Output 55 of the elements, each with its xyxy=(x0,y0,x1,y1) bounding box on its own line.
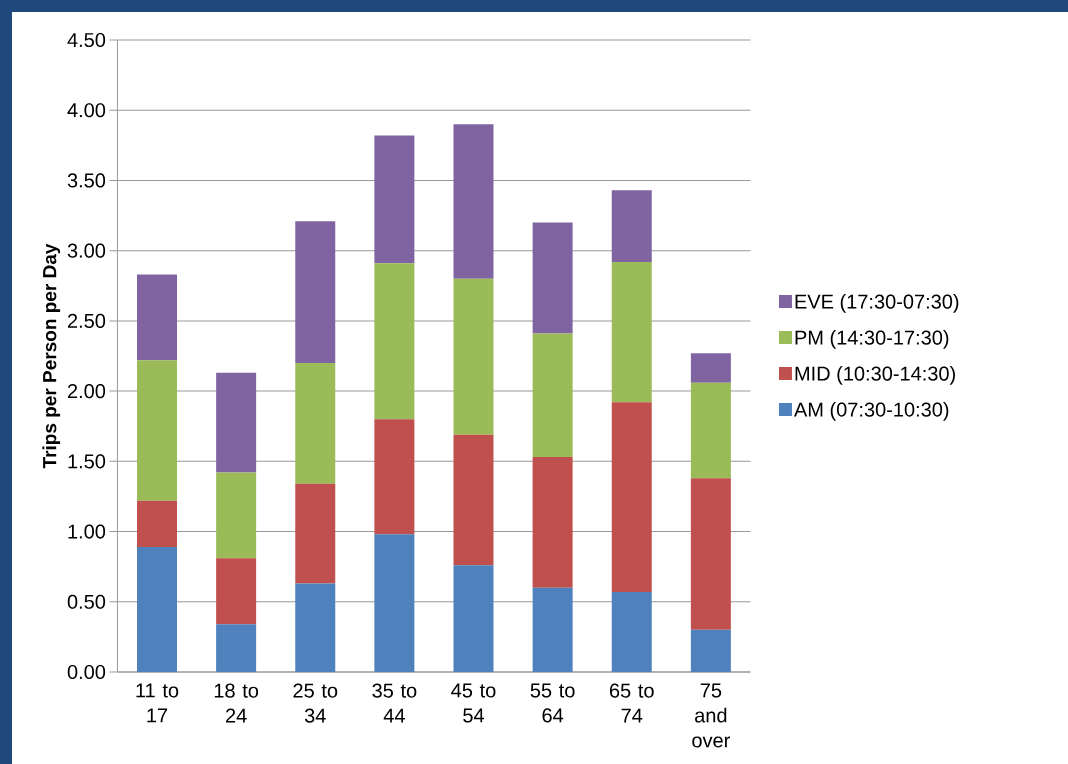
bar xyxy=(532,587,573,672)
bar xyxy=(374,263,415,420)
x-tick-label: 18 to 24 xyxy=(214,683,259,723)
y-tick-label: 4.00 xyxy=(67,103,106,118)
y-tick-label: 2.50 xyxy=(67,313,106,328)
bar xyxy=(295,483,336,584)
bar xyxy=(137,360,177,501)
y-tick-label: 0.50 xyxy=(67,594,106,609)
bar xyxy=(532,222,573,334)
legend-label: EVE (17:30-07:30) xyxy=(795,294,959,313)
y-tick-label: 1.00 xyxy=(68,524,106,539)
bar xyxy=(295,221,336,364)
y-tick-label: 2.00 xyxy=(67,384,106,399)
x-tick-label: 65 to 74 xyxy=(609,683,654,723)
x-tick-label: 35 to 44 xyxy=(372,683,417,723)
bar xyxy=(611,402,652,592)
bar xyxy=(611,591,652,672)
bar xyxy=(216,558,257,625)
bar xyxy=(374,419,415,535)
y-axis-title: Trips per Person per Day xyxy=(42,243,61,469)
bar xyxy=(690,353,731,383)
bar xyxy=(137,274,177,361)
bar xyxy=(216,372,257,473)
y-tick-label: 3.00 xyxy=(67,243,106,258)
bar xyxy=(611,261,652,403)
legend-label: AM (07:30-10:30) xyxy=(793,401,949,421)
bar xyxy=(374,135,415,264)
bar xyxy=(137,500,177,548)
y-tick-label: 0.00 xyxy=(67,664,106,680)
bar xyxy=(532,457,573,588)
bar xyxy=(690,382,731,479)
bar xyxy=(216,624,257,672)
bar xyxy=(453,278,494,435)
x-tick-label: 25 to 34 xyxy=(293,683,338,723)
x-tick-label: 11 to 17 xyxy=(136,683,179,723)
y-tick-label: 4.50 xyxy=(67,32,106,48)
x-tick-label: 75 and over xyxy=(692,683,730,748)
bar xyxy=(453,565,494,672)
legend-label: MID (10:30-14:30) xyxy=(795,366,955,385)
x-tick-label: 45 to 54 xyxy=(451,683,496,723)
bar xyxy=(137,547,177,672)
bar xyxy=(374,534,415,672)
bar xyxy=(611,190,652,262)
bar xyxy=(532,333,573,458)
legend-label: PM (14:30-17:30) xyxy=(795,330,949,349)
bar xyxy=(295,363,336,484)
bar xyxy=(690,478,731,630)
bar xyxy=(453,434,494,566)
bar xyxy=(295,583,336,672)
bar xyxy=(690,629,731,672)
y-tick-label: 3.50 xyxy=(67,173,106,188)
bar xyxy=(453,124,494,279)
x-tick-label: 55 to 64 xyxy=(530,683,575,723)
bar xyxy=(216,472,257,559)
y-tick-label: 1.50 xyxy=(68,454,106,469)
